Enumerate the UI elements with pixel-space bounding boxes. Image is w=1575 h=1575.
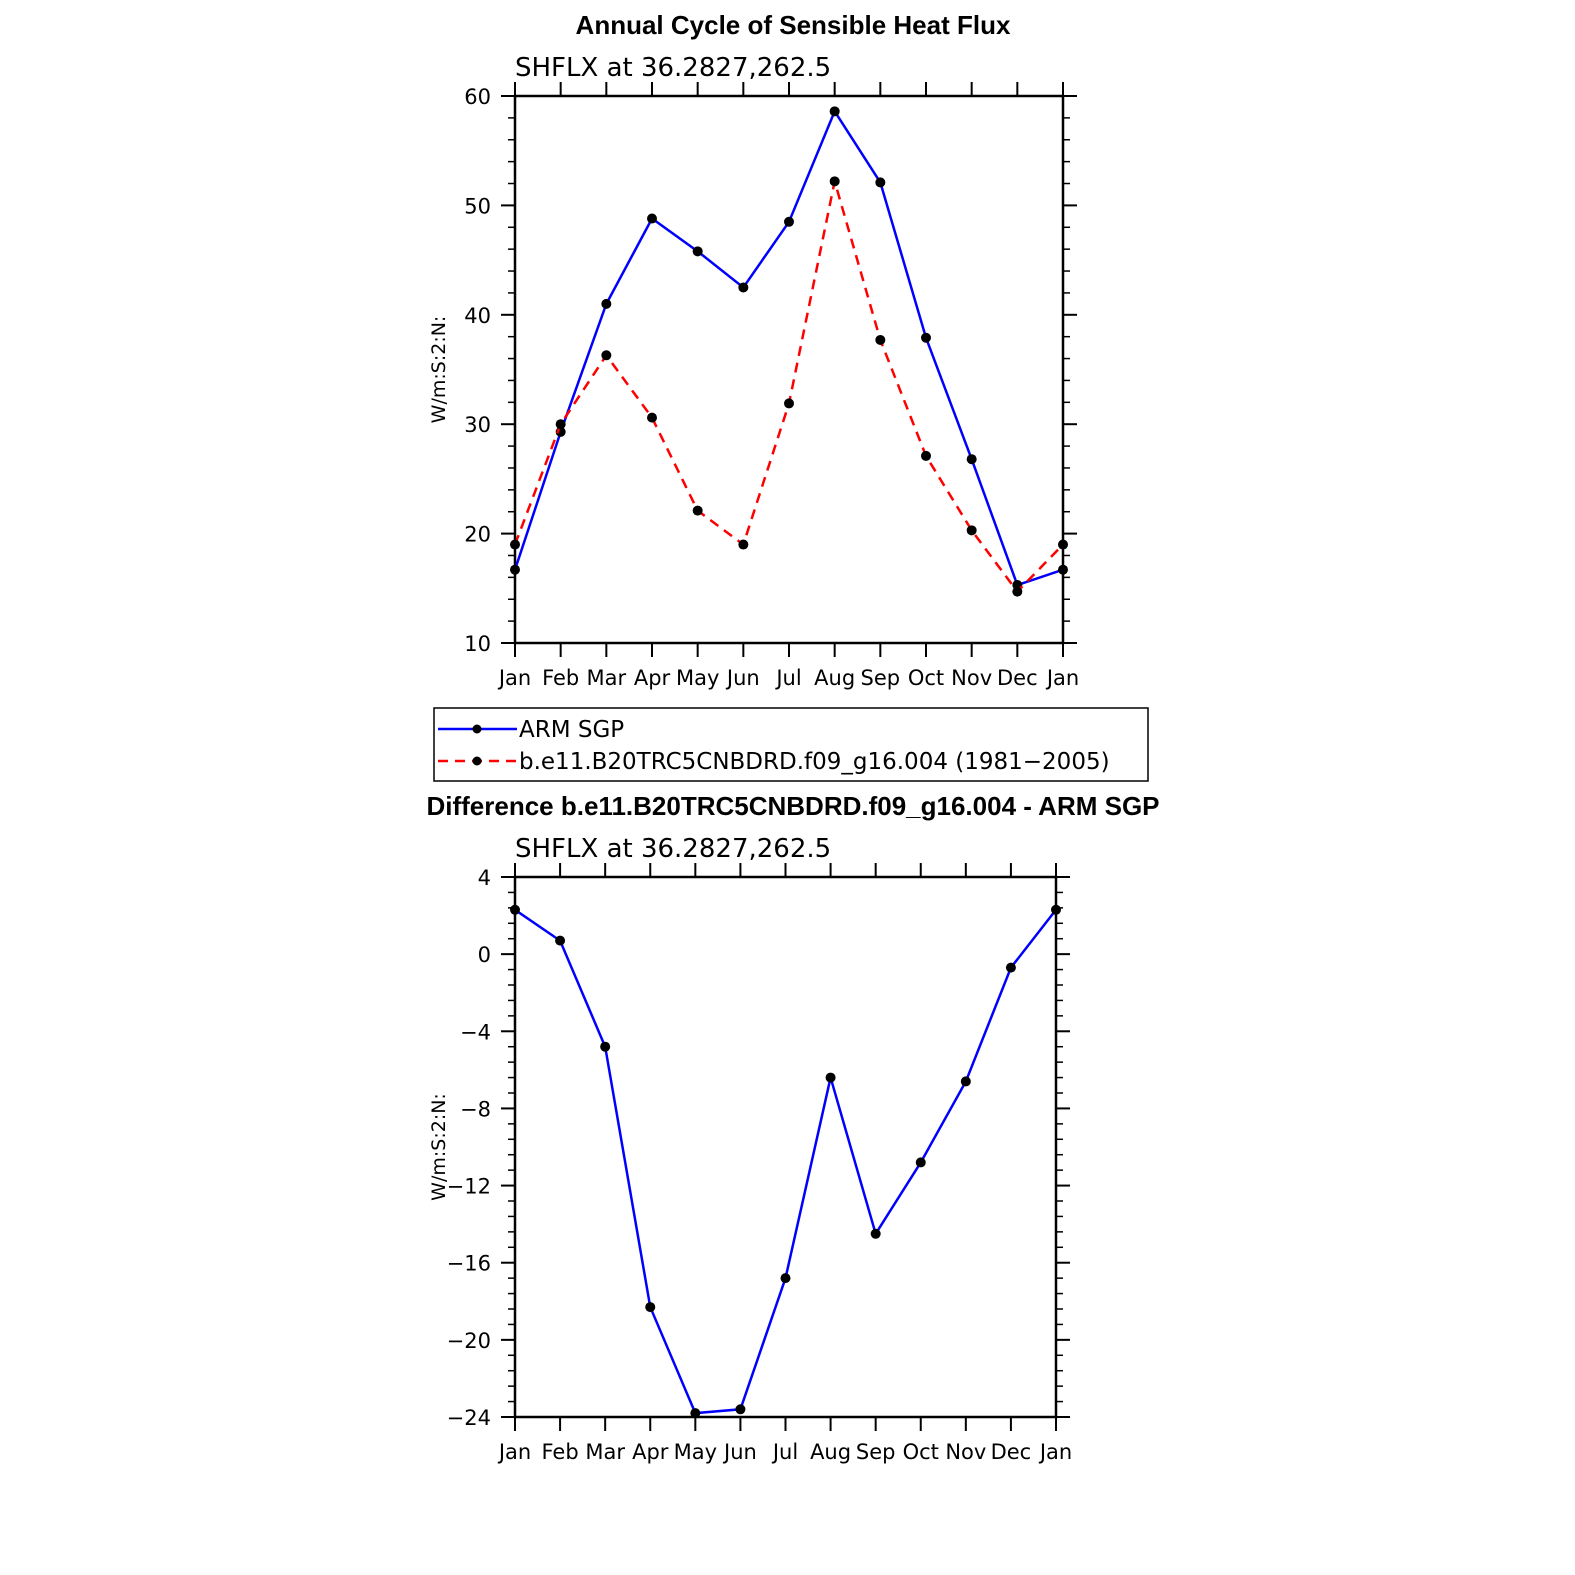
data-point <box>1005 962 1016 973</box>
data-point <box>555 419 566 430</box>
data-point <box>601 298 612 309</box>
x-tick-label: Apr <box>634 666 671 690</box>
data-point <box>1012 586 1023 597</box>
y-tick-label: −4 <box>460 1020 491 1044</box>
data-point <box>875 334 886 345</box>
legend-label-model: b.e11.B20TRC5CNBDRD.f09_g16.004 (1981−20… <box>519 749 1110 775</box>
y-tick-label: −16 <box>447 1252 491 1276</box>
series-line-0 <box>514 908 1057 1415</box>
y-tick-label: 50 <box>464 194 491 218</box>
data-point <box>510 539 520 550</box>
data-point <box>692 246 703 257</box>
x-tick-label: Oct <box>908 666 944 690</box>
plot-frame <box>513 875 1058 1419</box>
y-tick-label: 4 <box>478 866 491 890</box>
data-point <box>647 213 657 224</box>
y-tick-label: 30 <box>464 413 491 437</box>
x-tick-label: Jan <box>1038 1440 1072 1464</box>
x-tick-label: Sep <box>856 1440 896 1464</box>
x-tick-label: Jun <box>725 666 760 690</box>
data-point <box>921 450 931 461</box>
data-point <box>645 1302 656 1313</box>
data-point <box>825 1072 836 1083</box>
y-tick-label: −24 <box>447 1406 491 1430</box>
chart-title: Difference b.e11.B20TRC5CNBDRD.f09_g16.0… <box>426 791 1159 821</box>
y-tick-label: 40 <box>464 304 491 328</box>
chart-subtitle: SHFLX at 36.2827,262.5 <box>515 834 831 864</box>
data-point <box>1058 539 1068 550</box>
data-point <box>692 505 703 516</box>
x-tick-label: Feb <box>541 1440 578 1464</box>
chart-subtitle: SHFLX at 36.2827,262.5 <box>515 53 831 83</box>
series-line-0 <box>513 108 1064 587</box>
data-point <box>555 935 566 946</box>
legend-box <box>433 707 1149 782</box>
series-line-1 <box>513 180 1064 594</box>
data-point <box>784 398 794 409</box>
x-tick-label: Aug <box>814 666 855 690</box>
data-point <box>915 1157 926 1168</box>
x-tick-label: Nov <box>945 1440 986 1464</box>
legend: ARM SGP b.e11.B20TRC5CNBDRD.f09_g16.004 … <box>433 707 1149 782</box>
data-point <box>738 539 749 550</box>
y-tick-label: −8 <box>460 1097 491 1121</box>
x-tick-label: Sep <box>861 666 901 690</box>
chart-title: Annual Cycle of Sensible Heat Flux <box>576 10 1011 40</box>
data-point <box>960 1076 971 1087</box>
data-point <box>921 332 931 343</box>
x-tick-label: Jul <box>774 666 801 690</box>
data-point <box>510 564 520 575</box>
x-tick-label: Mar <box>585 1440 625 1464</box>
x-tick-label: Jul <box>771 1440 798 1464</box>
x-tick-label: Jan <box>497 1440 531 1464</box>
x-tick-label: Nov <box>951 666 992 690</box>
x-tick-label: Feb <box>542 666 579 690</box>
x-tick-label: Apr <box>632 1440 669 1464</box>
data-point <box>735 1404 746 1415</box>
data-point <box>601 350 612 361</box>
data-point <box>1051 904 1061 915</box>
data-point <box>829 176 840 187</box>
x-tick-label: Jun <box>722 1440 757 1464</box>
x-tick-label: May <box>674 1440 717 1464</box>
y-tick-label: −12 <box>447 1175 491 1199</box>
y-tick-label: 60 <box>464 85 491 109</box>
legend-marker-model <box>472 756 482 766</box>
data-point <box>647 412 657 423</box>
x-tick-label: Mar <box>587 666 627 690</box>
x-tick-label: Dec <box>997 666 1038 690</box>
legend-label-arm-sgp: ARM SGP <box>519 717 624 743</box>
data-point <box>966 454 977 465</box>
data-point <box>510 904 520 915</box>
x-tick-label: Aug <box>810 1440 851 1464</box>
y-axis-label: W/m:S:2:N: <box>428 316 450 424</box>
data-point <box>870 1228 881 1239</box>
x-tick-label: Dec <box>991 1440 1032 1464</box>
x-tick-label: Jan <box>497 666 531 690</box>
legend-marker-arm-sgp <box>472 724 482 734</box>
data-point <box>784 216 794 227</box>
data-point <box>1058 564 1068 575</box>
data-point <box>690 1408 701 1419</box>
x-tick-label: Jan <box>1045 666 1079 690</box>
data-point <box>875 177 886 188</box>
data-point <box>780 1273 791 1284</box>
y-tick-label: 10 <box>464 632 491 656</box>
data-point <box>600 1041 611 1052</box>
y-tick-label: 0 <box>478 943 491 967</box>
y-tick-label: 20 <box>464 523 491 547</box>
data-point <box>966 525 977 536</box>
data-point <box>829 106 840 117</box>
annual-cycle-chart: Annual Cycle of Sensible Heat Flux SHFLX… <box>428 10 1079 690</box>
data-point <box>738 282 749 293</box>
x-tick-label: Oct <box>903 1440 939 1464</box>
difference-chart: Difference b.e11.B20TRC5CNBDRD.f09_g16.0… <box>426 791 1159 1464</box>
y-tick-label: −20 <box>447 1329 491 1353</box>
y-axis-label: W/m:S:2:N: <box>428 1093 450 1201</box>
x-tick-label: May <box>676 666 719 690</box>
